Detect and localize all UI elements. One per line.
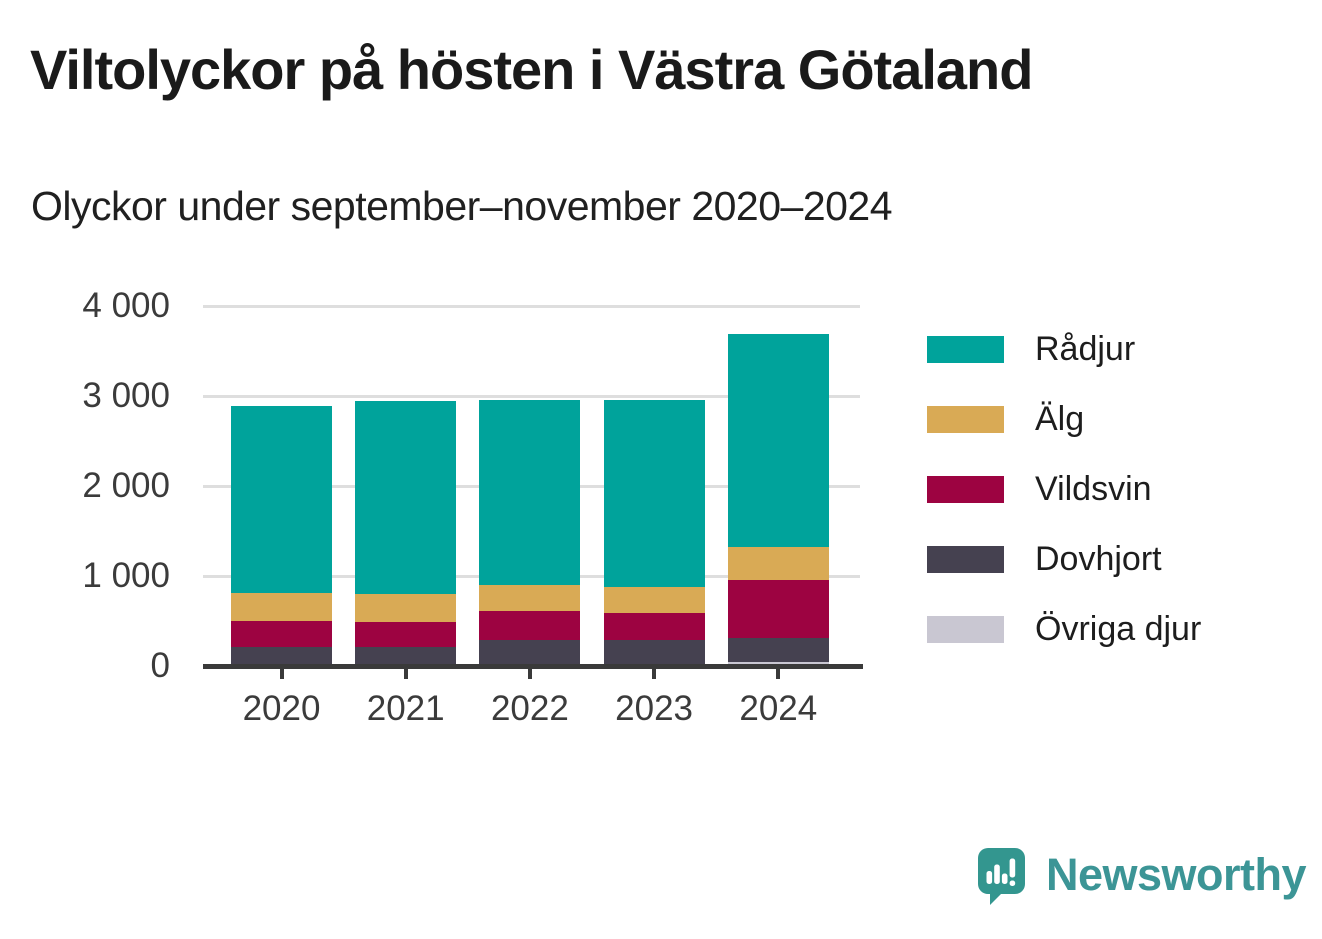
bar-2021 <box>355 400 457 667</box>
logo-chart-bars <box>986 858 1016 886</box>
x-tick-2022 <box>527 669 532 679</box>
bar-2023 <box>603 400 705 666</box>
chart-subtitle: Olyckor under september–november 2020–20… <box>31 183 893 229</box>
legend-swatch-radjur <box>927 336 1004 363</box>
bar-2024-segment-ovriga-djur <box>727 661 829 666</box>
x-tick-2020 <box>279 669 284 679</box>
bar-2020-segment-alg <box>231 592 332 621</box>
x-tick-2023 <box>652 669 657 679</box>
x-tick-label-2021: 2021 <box>366 689 445 728</box>
legend-swatch-ovriga-djur <box>927 616 1004 643</box>
legend-label-vildsvin: Vildsvin <box>1035 470 1152 508</box>
y-tick-label-2000: 2 000 <box>82 466 170 505</box>
y-tick-label-0: 0 <box>150 646 170 685</box>
legend-item-ovriga-djur: Övriga djur <box>927 610 1201 649</box>
gridline-3000 <box>203 394 860 398</box>
y-axis-labels: 0 1 000 2 000 3 000 4 000 <box>0 286 170 685</box>
legend-item-alg: Älg <box>927 400 1201 439</box>
legend-item-vildsvin: Vildsvin <box>927 470 1201 509</box>
legend: Rådjur Älg Vildsvin Dovhjort Övriga djur <box>927 330 1201 649</box>
x-axis-line <box>203 664 863 669</box>
legend-label-alg: Älg <box>1035 400 1085 438</box>
bar-2021-segment-vildsvin <box>355 621 457 648</box>
bar-2022-segment-radjur <box>479 399 581 586</box>
bar-2024-segment-radjur <box>727 333 829 548</box>
x-tick-label-2020: 2020 <box>242 689 321 728</box>
bar-2020-segment-radjur <box>231 405 332 593</box>
x-tick-label-2023: 2023 <box>615 689 694 728</box>
bar-2023-segment-alg <box>603 587 705 613</box>
bar-2023-segment-dovhjort <box>603 639 705 664</box>
x-tick-2021 <box>403 669 408 679</box>
bar-2020 <box>231 405 332 666</box>
y-tick-label-3000: 3 000 <box>82 376 170 415</box>
x-tick-label-2022: 2022 <box>490 689 569 728</box>
bar-2022-segment-dovhjort <box>479 639 581 665</box>
bar-2022-segment-alg <box>479 585 581 612</box>
legend-label-dovhjort: Dovhjort <box>1035 540 1162 578</box>
x-tick-2024 <box>776 669 781 679</box>
newsworthy-logo-text: Newsworthy <box>1046 849 1307 900</box>
legend-item-radjur: Rådjur <box>927 330 1201 369</box>
bar-2024-segment-alg <box>727 547 829 580</box>
y-tick-label-1000: 1 000 <box>82 556 170 595</box>
legend-item-dovhjort: Dovhjort <box>927 540 1201 579</box>
chart-title: Viltolyckor på hösten i Västra Götaland <box>30 38 1033 101</box>
logo-bubble-shape <box>978 848 1025 905</box>
legend-label-radjur: Rådjur <box>1035 330 1136 368</box>
bar-2021-segment-radjur <box>355 400 457 594</box>
plot-area <box>203 304 862 667</box>
newsworthy-logo: Newsworthy <box>978 848 1307 906</box>
bar-2021-segment-dovhjort <box>355 647 457 666</box>
gridline-4000 <box>203 304 860 308</box>
bar-2023-segment-vildsvin <box>603 612 705 640</box>
bar-2024 <box>727 333 829 666</box>
bar-2020-segment-vildsvin <box>231 621 332 647</box>
legend-swatch-vildsvin <box>927 476 1004 503</box>
legend-swatch-dovhjort <box>927 546 1004 573</box>
bar-2024-segment-dovhjort <box>727 638 829 662</box>
bar-2022-segment-vildsvin <box>479 611 581 640</box>
legend-label-ovriga-djur: Övriga djur <box>1035 610 1202 648</box>
bar-2021-segment-alg <box>355 594 457 622</box>
bar-2023-segment-radjur <box>603 400 705 588</box>
legend-swatch-alg <box>927 406 1004 433</box>
newsworthy-logo-icon <box>978 848 1025 905</box>
bar-2022 <box>479 399 581 666</box>
x-tick-label-2024: 2024 <box>739 689 818 728</box>
y-tick-label-4000: 4 000 <box>82 286 170 325</box>
bar-2020-segment-dovhjort <box>231 646 332 666</box>
bar-2024-segment-vildsvin <box>727 579 829 639</box>
x-axis-labels: 2020 2021 2022 2023 2024 <box>0 689 1322 739</box>
